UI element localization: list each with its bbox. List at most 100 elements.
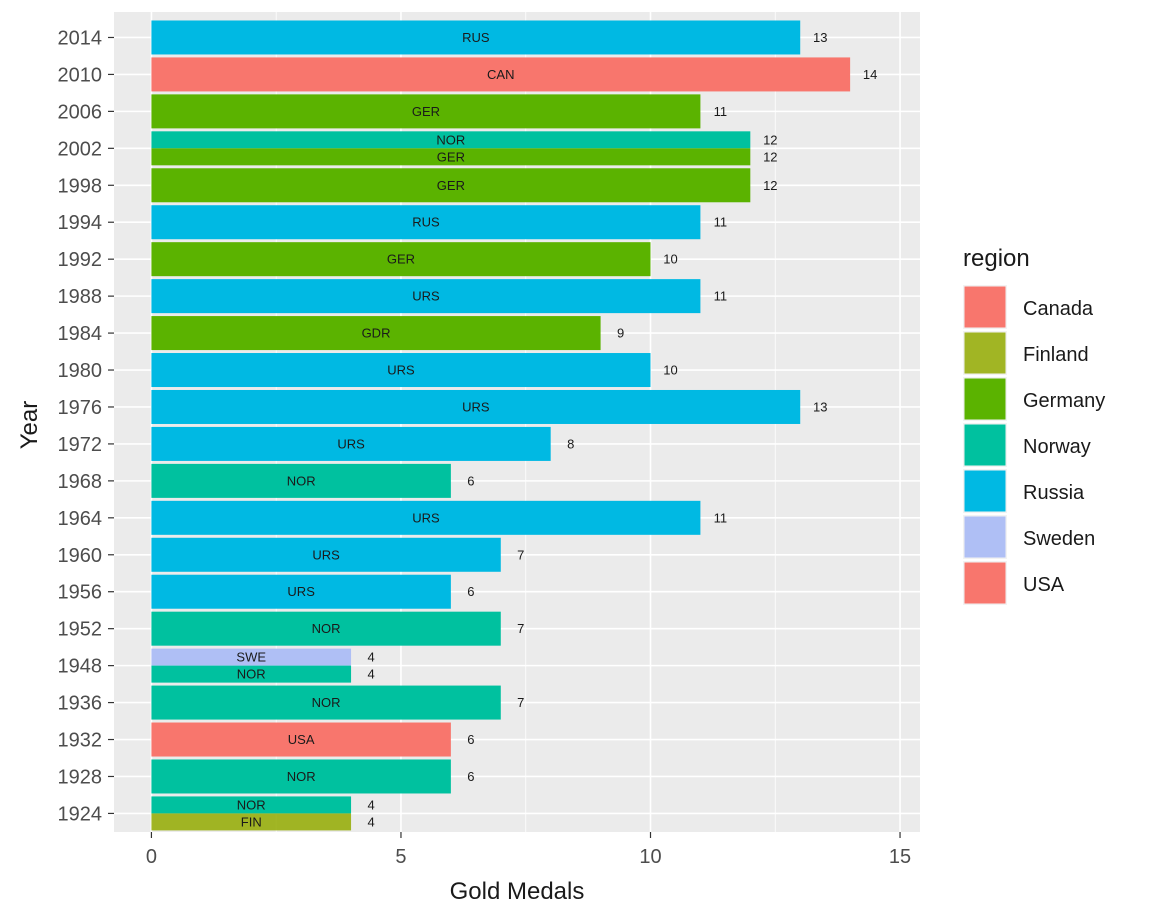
y-tick-label: 1998 [58, 175, 103, 197]
bar [151, 205, 701, 240]
y-tick-label: 1976 [58, 397, 103, 419]
bar-label: SWE [236, 650, 266, 665]
bar-value-label: 4 [367, 814, 374, 829]
y-tick-label: 1972 [58, 434, 103, 456]
bar-value-label: 6 [467, 473, 474, 488]
bar [151, 574, 451, 609]
x-tick-label: 0 [146, 846, 157, 868]
bar-value-label: 8 [567, 436, 574, 451]
bar-value-label: 7 [517, 547, 524, 562]
y-tick-label: 1928 [58, 766, 103, 788]
bar [151, 57, 851, 92]
legend-label: Russia [1023, 482, 1085, 504]
x-axis-title: Gold Medals [450, 878, 585, 905]
legend-key [964, 424, 1006, 466]
legend-key [964, 332, 1006, 374]
legend-label: USA [1023, 574, 1065, 596]
x-tick-label: 15 [889, 846, 911, 868]
y-tick-label: 1960 [58, 545, 103, 567]
bar-value-label: 4 [367, 667, 374, 682]
x-tick-label: 5 [395, 846, 406, 868]
y-tick-label: 1984 [58, 323, 103, 345]
bar [151, 796, 352, 814]
y-tick-label: 1936 [58, 693, 103, 715]
y-tick-label: 1956 [58, 582, 103, 604]
bar-label: RUS [412, 215, 440, 230]
bar-value-label: 6 [467, 769, 474, 784]
bar [151, 168, 751, 203]
bar [151, 94, 701, 129]
y-tick-label: 2014 [58, 27, 103, 49]
bar-label: FIN [241, 814, 262, 829]
bar [151, 759, 451, 794]
y-tick-label: 1964 [58, 508, 103, 530]
bar [151, 611, 501, 646]
bar-label: URS [312, 547, 340, 562]
y-tick-label: 1994 [58, 212, 103, 234]
y-axis-title: Year [16, 401, 43, 450]
bar [151, 500, 701, 535]
legend-label: Sweden [1023, 528, 1095, 550]
bar-value-label: 4 [367, 650, 374, 665]
legend-key [964, 562, 1006, 604]
bar [151, 463, 451, 498]
bar-value-label: 7 [517, 621, 524, 636]
bar-label: GER [437, 149, 465, 164]
bar-value-label: 6 [467, 584, 474, 599]
y-tick-label: 1968 [58, 471, 103, 493]
bar [151, 722, 451, 757]
y-tick-label: 1988 [58, 286, 103, 308]
bar-label: URS [412, 510, 440, 525]
y-tick-label: 1952 [58, 619, 103, 641]
bar-label: NOR [287, 769, 316, 784]
bar [151, 685, 501, 720]
bar-label: USA [288, 732, 315, 747]
bar [151, 316, 601, 351]
y-tick-label: 1932 [58, 730, 103, 752]
x-axis: 0 5 10 15 [146, 832, 911, 868]
y-tick-label: 2006 [58, 101, 103, 123]
bar-label: NOR [312, 621, 341, 636]
bar-label: CAN [487, 67, 514, 82]
legend: region Canada Finland Germany Norway Russia S… [963, 245, 1105, 605]
bar-label: NOR [287, 473, 316, 488]
bar-value-label: 6 [467, 732, 474, 747]
legend-key [964, 516, 1006, 558]
y-tick-label: 1992 [58, 249, 103, 271]
y-axis: 1924 1928 1932 1936 1948 1952 1956 1960 1964 1968… [58, 27, 114, 825]
bar-value-label: 14 [863, 67, 877, 82]
bar-value-label: 11 [714, 510, 728, 525]
bar-label: URS [412, 289, 440, 304]
bar-value-label: 11 [714, 215, 728, 230]
legend-title: region [963, 245, 1030, 272]
y-tick-label: 2002 [58, 138, 103, 160]
bar [151, 813, 352, 831]
bar-label: URS [337, 436, 365, 451]
y-tick-label: 1948 [58, 656, 103, 678]
bar-label: GER [437, 178, 465, 193]
legend-label: Canada [1023, 298, 1094, 320]
x-tick-label: 10 [639, 846, 661, 868]
bar-value-label: 4 [367, 797, 374, 812]
bar-label: GER [387, 252, 415, 267]
bar [151, 242, 651, 277]
bar-label: NOR [436, 132, 465, 147]
bar-label: RUS [462, 30, 490, 45]
bar-value-label: 11 [714, 104, 728, 119]
legend-key [964, 378, 1006, 420]
bar-value-label: 13 [813, 30, 827, 45]
bar [151, 131, 751, 149]
bar-value-label: 10 [663, 252, 677, 267]
bar [151, 389, 801, 424]
bar-value-label: 10 [663, 363, 677, 378]
bar [151, 148, 751, 166]
legend-label: Norway [1023, 436, 1091, 458]
bar-value-label: 12 [763, 132, 777, 147]
bar [151, 353, 651, 388]
y-tick-label: 1980 [58, 360, 103, 382]
bar [151, 648, 352, 666]
y-tick-label: 1924 [58, 803, 103, 825]
bar-label: URS [387, 363, 415, 378]
bar [151, 537, 501, 572]
